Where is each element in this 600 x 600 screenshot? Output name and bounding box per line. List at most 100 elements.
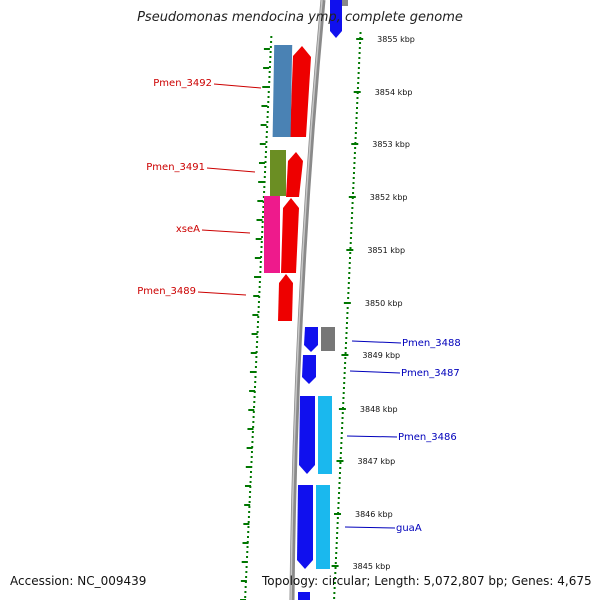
cds-pmen-3488-gray[interactable]: [321, 327, 335, 351]
gene-label-pmen-3487[interactable]: Pmen_3487: [401, 368, 460, 379]
outer-track-dot: [344, 347, 347, 349]
cds-pmen-3486-blue[interactable]: [299, 396, 315, 474]
inner-track-dot: [247, 526, 250, 528]
inner-minor-tick: [254, 276, 261, 278]
kbp-major-tick: [341, 354, 349, 356]
outer-track-dot: [352, 192, 355, 194]
inner-track-dot: [268, 66, 271, 68]
outer-track-dot: [342, 392, 345, 394]
outer-track-dot: [337, 502, 340, 504]
inner-track-dot: [254, 366, 257, 368]
outer-track-dot: [336, 517, 339, 519]
kbp-ticks: 3855 kbp 3854 kbp 3853 kbp 3852 kbp 3851 kbp…: [331, 35, 415, 571]
gene-label-guaa[interactable]: guaA: [396, 523, 422, 534]
reverse-gene-labels: Pmen_3488 Pmen_3487 Pmen_3486 guaA: [344, 338, 461, 534]
inner-track-dot: [261, 221, 264, 223]
inner-minor-tick: [263, 48, 270, 50]
outer-track-dot: [346, 317, 349, 319]
inner-track-dot: [246, 556, 249, 558]
cds-pmen-3491-red[interactable]: [286, 152, 303, 197]
outer-track-dot: [349, 242, 352, 244]
outer-track-dot: [354, 137, 357, 139]
inner-track-dot: [252, 411, 255, 413]
cds-bottom-blue[interactable]: [298, 592, 310, 600]
cds-pmen-3489-red[interactable]: [278, 274, 293, 321]
gene-label-pmen-3486[interactable]: Pmen_3486: [398, 432, 457, 443]
kbp-major-tick: [338, 408, 346, 410]
kbp-tick-label: 3845 kbp: [353, 562, 391, 571]
cds-guaa-blue[interactable]: [297, 485, 313, 569]
inner-track-dot: [267, 106, 270, 108]
outer-track-dot: [341, 422, 344, 424]
inner-track-dot: [251, 431, 254, 433]
outer-track-dot: [345, 322, 348, 324]
cds-pmen-3486-cyan[interactable]: [318, 396, 332, 474]
inner-track-dot: [264, 156, 267, 158]
topology-text: Topology: circular; Length: 5,072,807 bp…: [262, 574, 592, 588]
inner-track-dot: [268, 71, 271, 73]
outer-track-dot: [342, 397, 345, 399]
cds-pmen-3492-red[interactable]: [290, 46, 311, 137]
outer-track-dot: [347, 282, 350, 284]
kbp-tick-label: 3847 kbp: [357, 457, 395, 466]
gene-label-pmen-3489[interactable]: Pmen_3489: [137, 286, 196, 297]
inner-track-dot: [269, 46, 272, 48]
inner-track-dot: [248, 501, 251, 503]
outer-track-dot: [335, 537, 338, 539]
outer-track-dot: [340, 447, 343, 449]
inner-track-dot: [266, 111, 269, 113]
kbp-major-tick: [343, 302, 351, 304]
inner-track-dot: [245, 571, 248, 573]
inner-track-dot: [264, 161, 267, 163]
inner-track-dot: [247, 521, 250, 523]
genome-backbone-highlight: [290, 0, 323, 600]
outer-track-dot: [343, 372, 346, 374]
cds-top-blue[interactable]: [330, 0, 342, 38]
cds-pmen-3488-blue[interactable]: [304, 327, 318, 352]
outer-track-dot: [348, 272, 351, 274]
cds-xsea-red[interactable]: [281, 198, 299, 273]
outer-track-dot: [344, 357, 347, 359]
outer-track-dot: [355, 112, 358, 114]
inner-track-dot: [263, 181, 266, 183]
cds-pmen-3492-steelblue[interactable]: [272, 45, 293, 137]
genome-backbone: [289, 0, 326, 600]
cds-guaa-cyan[interactable]: [316, 485, 330, 569]
gene-label-pmen-3491[interactable]: Pmen_3491: [146, 162, 205, 173]
outer-track-dot: [335, 552, 338, 554]
outer-track-dot: [334, 572, 337, 574]
kbp-tick-label: 3850 kbp: [365, 299, 403, 308]
inner-track-dot: [258, 281, 261, 283]
outer-track-dot: [333, 582, 336, 584]
outer-track-dot: [336, 527, 339, 529]
inner-track-dot: [255, 346, 258, 348]
inner-track-dot: [255, 356, 258, 358]
gene-label-pmen-3488[interactable]: Pmen_3488: [402, 338, 461, 349]
inner-track-dot: [256, 341, 259, 343]
inner-track-dot: [258, 286, 261, 288]
inner-minor-tick: [243, 523, 250, 525]
outer-track-dot: [352, 187, 355, 189]
outer-track-dot: [345, 337, 348, 339]
cds-pmen-3491-olive[interactable]: [270, 150, 286, 196]
outer-track-dot: [338, 472, 341, 474]
outer-track-dot: [344, 362, 347, 364]
cds-xsea-pink[interactable]: [264, 196, 280, 273]
inner-minor-tick: [257, 200, 264, 202]
tick-tracks: [240, 32, 362, 600]
cds-pmen-3487-blue[interactable]: [302, 355, 316, 384]
outer-track-dot: [343, 367, 346, 369]
inner-track-dot: [256, 331, 259, 333]
gene-label-pmen-3492[interactable]: Pmen_3492: [153, 78, 212, 89]
inner-minor-tick: [250, 352, 257, 354]
gene-label-xsea[interactable]: xseA: [176, 224, 200, 235]
inner-track-dot: [246, 536, 249, 538]
outer-track-dot: [343, 382, 346, 384]
outer-track-dot: [342, 387, 345, 389]
inner-track-dot: [268, 81, 271, 83]
inner-track-dot: [263, 176, 266, 178]
outer-track-dot: [338, 492, 341, 494]
inner-track-dot: [262, 201, 265, 203]
inner-track-dot: [264, 166, 267, 168]
outer-track-dot: [349, 257, 352, 259]
